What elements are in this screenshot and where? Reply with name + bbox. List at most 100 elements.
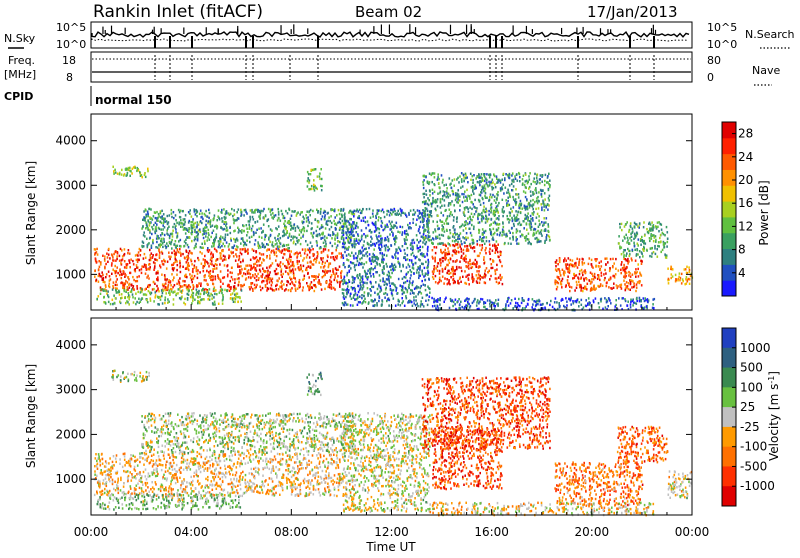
power-cell — [197, 277, 199, 279]
power-cell — [415, 299, 417, 301]
power-cell — [207, 236, 209, 238]
power-cell — [139, 171, 141, 173]
power-cell — [159, 228, 161, 230]
power-cell — [276, 248, 278, 250]
power-cell — [502, 199, 504, 201]
power-cell — [190, 286, 192, 288]
power-cell — [249, 288, 251, 290]
power-cell — [419, 275, 421, 277]
power-cell — [435, 281, 437, 283]
power-cell — [384, 216, 386, 218]
power-cell — [145, 264, 147, 266]
power-cell — [159, 254, 161, 256]
power-cell — [515, 178, 517, 180]
power-cell — [378, 244, 380, 246]
power-cell — [383, 254, 385, 256]
power-cell — [471, 219, 473, 221]
power-cell — [273, 245, 275, 247]
power-cell — [423, 175, 425, 177]
power-cell — [200, 282, 202, 284]
power-cell — [208, 232, 210, 234]
power-cell — [109, 286, 111, 288]
power-cell — [374, 292, 376, 294]
power-cell — [355, 243, 357, 245]
power-cell — [384, 284, 386, 286]
power-cell — [468, 267, 470, 269]
power-cell — [579, 258, 581, 260]
power-cell — [453, 233, 455, 235]
power-cell — [226, 241, 228, 243]
power-cell — [489, 278, 491, 280]
power-cell — [141, 288, 143, 290]
power-cell — [276, 268, 278, 270]
power-cell — [432, 256, 434, 258]
power-cell — [464, 257, 466, 259]
power-cell — [180, 239, 182, 241]
power-cell — [221, 209, 223, 211]
power-cell — [275, 273, 277, 275]
power-cell — [252, 225, 254, 227]
power-cell — [349, 210, 351, 212]
power-cell — [544, 198, 546, 200]
power-cell — [365, 248, 367, 250]
power-cell — [389, 272, 391, 274]
power-cell — [458, 235, 460, 237]
power-cell — [206, 239, 208, 241]
power-cell — [136, 301, 138, 303]
power-cell — [240, 211, 242, 213]
power-cell — [497, 251, 499, 253]
power-cell — [331, 226, 333, 228]
power-cell — [519, 176, 521, 178]
power-cell — [354, 246, 356, 248]
power-cell — [426, 223, 428, 225]
power-cell — [252, 248, 254, 250]
power-cell — [540, 174, 542, 176]
power-cell — [544, 240, 546, 242]
power-cell — [149, 208, 151, 210]
power-cell — [549, 239, 551, 241]
power-cell — [447, 247, 449, 249]
power-cell — [311, 275, 313, 277]
power-cell — [188, 246, 190, 248]
power-cell — [489, 248, 491, 250]
power-cell — [457, 177, 459, 179]
power-cell — [564, 257, 566, 259]
power-cell — [215, 263, 217, 265]
power-cell — [221, 288, 223, 290]
power-cell — [141, 245, 143, 247]
power-cell — [234, 220, 236, 222]
power-cell — [213, 265, 215, 267]
power-cell — [197, 300, 199, 302]
power-cell — [330, 276, 332, 278]
power-cell — [111, 264, 113, 266]
power-cell — [483, 256, 485, 258]
power-cell — [296, 212, 298, 214]
power-cell — [366, 276, 368, 278]
power-cell — [155, 246, 157, 248]
power-cell — [213, 296, 215, 298]
power-cell — [355, 210, 357, 212]
power-cell — [328, 249, 330, 251]
power-cell — [330, 234, 332, 236]
power-cell — [503, 192, 505, 194]
power-cell — [340, 252, 342, 254]
power-cell — [509, 196, 511, 198]
power-cell — [599, 279, 601, 281]
power-cell — [547, 209, 549, 211]
power-cell — [432, 237, 434, 239]
power-cell — [496, 240, 498, 242]
power-cell — [321, 189, 323, 191]
power-cell — [155, 291, 157, 293]
power-cell — [501, 276, 503, 278]
power-cell — [245, 273, 247, 275]
power-cell — [151, 245, 153, 247]
power-cell — [210, 263, 212, 265]
power-cell — [597, 274, 599, 276]
power-cell — [239, 271, 241, 273]
power-cell — [501, 234, 503, 236]
power-cell — [437, 236, 439, 238]
power-cell — [445, 184, 447, 186]
power-cell — [382, 259, 384, 261]
power-cell — [584, 262, 586, 264]
power-cell — [523, 220, 525, 222]
